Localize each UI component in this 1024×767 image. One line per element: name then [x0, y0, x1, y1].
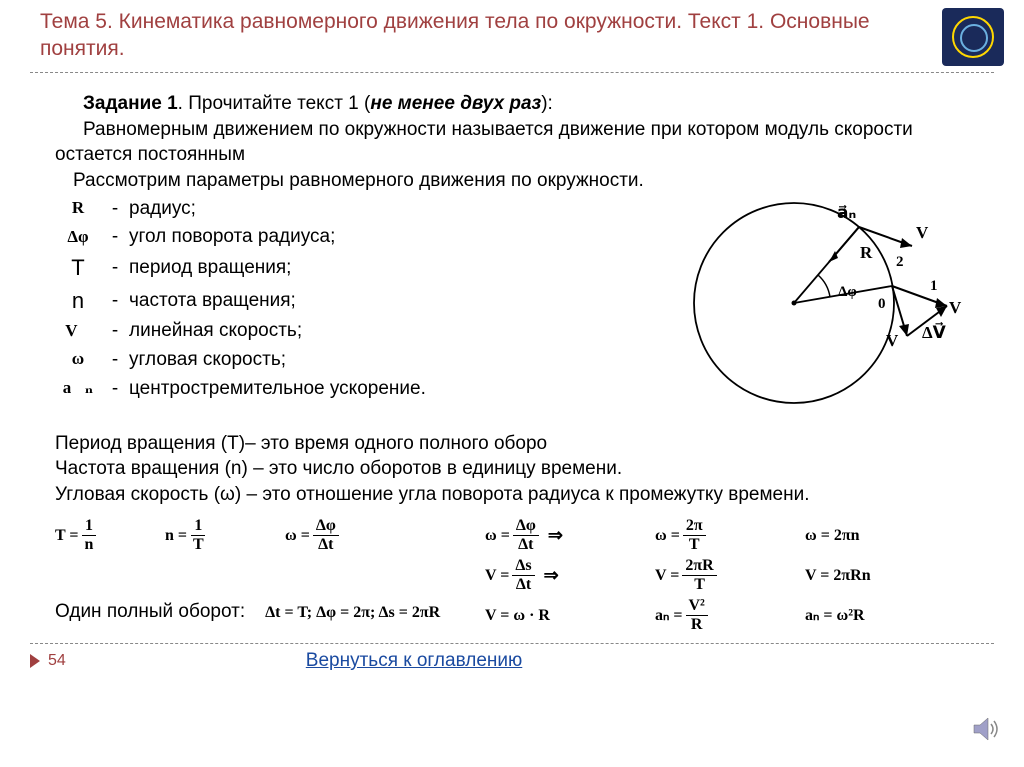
def-period: Период вращения (T)– это время одного по…	[55, 431, 984, 457]
svg-text:ΔV⃗: ΔV⃗	[922, 321, 947, 341]
def-angular: Угловая скорость (ω) – это отношение угл…	[55, 482, 984, 508]
formula: V =2πRT	[655, 555, 805, 595]
formula-n: n = 1T	[165, 515, 285, 555]
formula-omega: ω = ΔφΔt	[285, 515, 415, 555]
mai-logo	[942, 8, 1004, 66]
formula: ω =ΔφΔt⇒	[485, 515, 655, 555]
param-row: n-частота вращения;	[55, 286, 426, 316]
svg-text:V⃗: V⃗	[886, 331, 912, 350]
circle-diagram: a⃗ₙ V⃗ R 2 Δφ 0 1 V⃗ V⃗ ΔV⃗	[664, 178, 964, 423]
svg-text:a⃗ₙ: a⃗ₙ	[837, 203, 856, 222]
param-row: Δφ-угол поворота радиуса;	[55, 224, 426, 250]
definitions: Период вращения (T)– это время одного по…	[55, 431, 984, 508]
parameter-list: R-радиус; Δφ-угол поворота радиуса; T-пе…	[55, 196, 426, 405]
svg-text:2: 2	[896, 254, 904, 270]
formula-T: T = 1n	[55, 515, 165, 555]
speaker-icon[interactable]	[970, 713, 1002, 745]
svg-text:R: R	[860, 243, 873, 262]
param-row: a⃗ₙ-центростремительное ускорение.	[55, 376, 426, 402]
param-symbol: R	[55, 197, 101, 220]
page-number-marker: 54	[30, 652, 66, 670]
formula: aₙ =V²R	[655, 595, 805, 635]
formula: V = 2πRn	[805, 555, 925, 595]
param-row: ω-угловая скорость;	[55, 347, 426, 373]
svg-text:V⃗: V⃗	[949, 298, 964, 317]
page-number: 54	[48, 652, 66, 670]
formula: V = ω · R	[485, 595, 655, 635]
param-row: T-период вращения;	[55, 253, 426, 283]
one-turn-label: Один полный оборот:	[55, 599, 245, 625]
def-frequency: Частота вращения (n) – это число оборото…	[55, 456, 984, 482]
formula: ω =2πT	[655, 515, 805, 555]
svg-text:0: 0	[878, 296, 886, 312]
toc-link[interactable]: Вернуться к оглавлению	[306, 650, 522, 672]
slide-footer: 54 Вернуться к оглавлению	[0, 644, 1024, 672]
formula: V =ΔsΔt⇒	[485, 555, 655, 595]
paragraph-1: Равномерным движением по окружности назы…	[55, 117, 984, 168]
slide-title: Тема 5. Кинематика равномерного движения…	[40, 8, 932, 63]
formula: aₙ = ω²R	[805, 595, 925, 635]
task-line: Задание 1. Прочитайте текст 1 (не менее …	[55, 91, 984, 117]
task-label: Задание 1	[83, 93, 178, 114]
param-row: R-радиус;	[55, 196, 426, 222]
slide-header: Тема 5. Кинематика равномерного движения…	[0, 0, 1024, 70]
formula: ω = 2πn	[805, 515, 925, 555]
one-turn-formula: Δt = T; Δφ = 2π; Δs = 2πR	[265, 602, 440, 624]
svg-text:V⃗: V⃗	[916, 223, 942, 242]
slide-content: Задание 1. Прочитайте текст 1 (не менее …	[0, 73, 1024, 625]
triangle-icon	[30, 654, 40, 668]
param-row: V⃗-линейная скорость;	[55, 318, 426, 344]
svg-text:1: 1	[930, 278, 938, 294]
svg-text:Δφ: Δφ	[838, 284, 857, 300]
